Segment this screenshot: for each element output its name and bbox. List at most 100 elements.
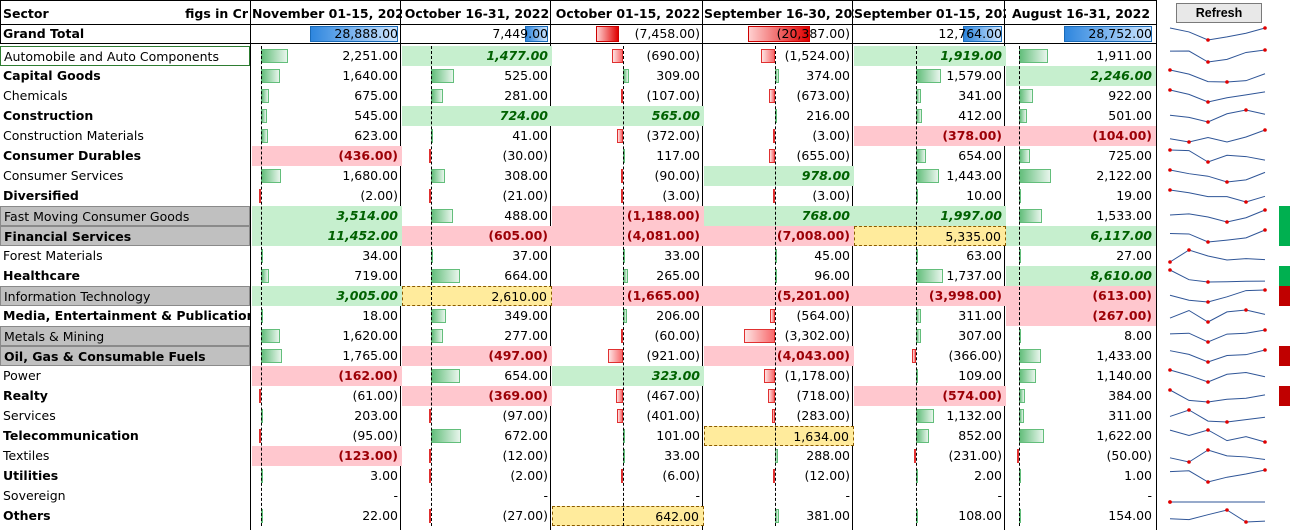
table-row: Information Technology 3,005.00 2,610.00 (1… (0, 286, 1290, 306)
sparkline-path (1169, 369, 1266, 383)
sparkline-marker (1168, 88, 1172, 92)
sector-cell[interactable]: Utilities (3, 468, 59, 483)
sparkline-marker (1263, 288, 1267, 292)
sector-cell[interactable]: Consumer Services (3, 168, 124, 183)
sector-cell[interactable]: Chemicals (3, 88, 68, 103)
data-bar (429, 149, 431, 163)
table-row: Metals & Mining 1,620.00 277.00 (60.00) (3,3… (0, 326, 1290, 346)
sector-sparkline (1168, 168, 1266, 184)
value-cell: (7,008.00) (704, 226, 854, 246)
sector-cell[interactable]: Capital Goods (3, 68, 101, 83)
value-cell: 6,117.00 (1006, 226, 1156, 246)
sparkline-path (1169, 349, 1266, 363)
sparkline-marker (1206, 240, 1210, 244)
sector-cell[interactable]: Realty (3, 388, 48, 403)
sector-sparkline (1169, 128, 1267, 144)
sparkline-marker (1263, 128, 1267, 132)
trend-flag (1279, 206, 1290, 226)
value-cell: (467.00) (646, 388, 701, 403)
sector-cell[interactable]: Power (3, 368, 41, 383)
sector-cell[interactable]: Automobile and Auto Components (0, 46, 250, 66)
data-bar-axis (1019, 46, 1020, 526)
column-divider (702, 0, 703, 530)
sector-cell[interactable]: Oil, Gas & Consumable Fuels (0, 346, 250, 366)
value-cell: 654.00 (504, 368, 548, 383)
sector-cell[interactable]: Sovereign (3, 488, 66, 503)
value-cell: 45.00 (814, 248, 850, 263)
value-cell: (378.00) (854, 126, 1006, 146)
value-cell: 374.00 (806, 68, 850, 83)
sparkline-path (1169, 329, 1266, 343)
period-header-5: September 01-15, 2022 (854, 6, 1006, 21)
sparkline-marker (1244, 108, 1248, 112)
sparkline-marker (1168, 388, 1172, 392)
sector-sparkline (1169, 508, 1266, 524)
data-bar (769, 149, 775, 163)
sparkline-marker (1244, 308, 1248, 312)
sector-cell[interactable]: Financial Services (0, 226, 250, 246)
data-bar-axis (431, 46, 432, 526)
value-cell: 525.00 (504, 68, 548, 83)
value-cell: - (543, 488, 548, 503)
refresh-button[interactable]: Refresh (1176, 3, 1262, 23)
value-cell: 265.00 (656, 268, 700, 283)
sector-cell[interactable]: Construction Materials (3, 128, 144, 143)
sector-cell[interactable]: Metals & Mining (0, 326, 250, 346)
sector-cell[interactable]: Others (3, 508, 51, 523)
sector-sparkline (1168, 268, 1266, 284)
value-cell: 381.00 (806, 508, 850, 523)
value-cell: (1,178.00) (784, 368, 850, 383)
value-cell: 349.00 (504, 308, 548, 323)
sector-cell[interactable]: Telecommunication (3, 428, 139, 443)
value-cell: 1.00 (1124, 468, 1152, 483)
data-bar (761, 49, 775, 63)
value-cell: 37.00 (512, 248, 548, 263)
value-cell: (231.00) (948, 448, 1003, 463)
sector-sparkline (1169, 48, 1267, 64)
sector-cell[interactable]: Consumer Durables (3, 148, 142, 163)
value-cell: (61.00) (352, 388, 398, 403)
sparkline-marker (1168, 148, 1172, 152)
value-cell: 1,140.00 (1096, 368, 1152, 383)
data-bar (773, 129, 775, 143)
value-cell: 41.00 (512, 128, 548, 143)
sector-cell[interactable]: Media, Entertainment & Publication (3, 308, 250, 323)
value-cell: 1,132.00 (946, 408, 1002, 423)
table-row: Consumer Durables (436.00) (30.00) 117.00 (6… (0, 146, 1290, 166)
data-bar-axis (261, 46, 262, 526)
sector-cell[interactable]: Forest Materials (3, 248, 103, 263)
sparkline-marker (1206, 300, 1210, 304)
sector-cell[interactable]: Healthcare (3, 268, 81, 283)
sector-sparkline (1168, 148, 1266, 164)
sector-cell[interactable]: Information Technology (0, 286, 250, 306)
value-cell: (6.00) (662, 468, 700, 483)
table-row: Textiles (123.00) (12.00) 33.00 288.00 (231.0… (0, 446, 1290, 466)
sector-cell[interactable]: Fast Moving Consumer Goods (0, 206, 250, 226)
value-cell: 203.00 (354, 408, 398, 423)
sparkline-path (1169, 49, 1266, 63)
value-cell: (21.00) (502, 188, 548, 203)
sparkline-marker (1263, 228, 1267, 232)
sector-cell[interactable]: Diversified (3, 188, 79, 203)
value-cell: (655.00) (796, 148, 851, 163)
period-header-1: November 01-15, 2022 (252, 6, 402, 21)
table-row: Services 203.00 (97.00) (401.00) (283.00) 1,1… (0, 406, 1290, 426)
value-cell: 1,765.00 (342, 348, 398, 363)
value-cell: 1,579.00 (946, 68, 1002, 83)
sector-cell[interactable]: Construction (3, 108, 94, 123)
value-cell: (372.00) (646, 128, 701, 143)
value-cell: 108.00 (958, 508, 1002, 523)
value-cell: (90.00) (654, 168, 700, 183)
trend-flag (1279, 346, 1290, 366)
value-cell: (4,081.00) (552, 226, 704, 246)
data-bar (768, 389, 775, 403)
sparkline-marker (1187, 460, 1191, 464)
value-cell: - (845, 488, 850, 503)
value-cell: 852.00 (958, 428, 1002, 443)
sector-cell[interactable]: Textiles (3, 448, 50, 463)
data-bar (617, 409, 623, 423)
sector-cell[interactable]: Services (3, 408, 56, 423)
value-cell: 545.00 (354, 108, 398, 123)
sparkline-path (1169, 249, 1266, 263)
table-row: Financial Services 11,452.00 (605.00) (4,08… (0, 226, 1290, 246)
